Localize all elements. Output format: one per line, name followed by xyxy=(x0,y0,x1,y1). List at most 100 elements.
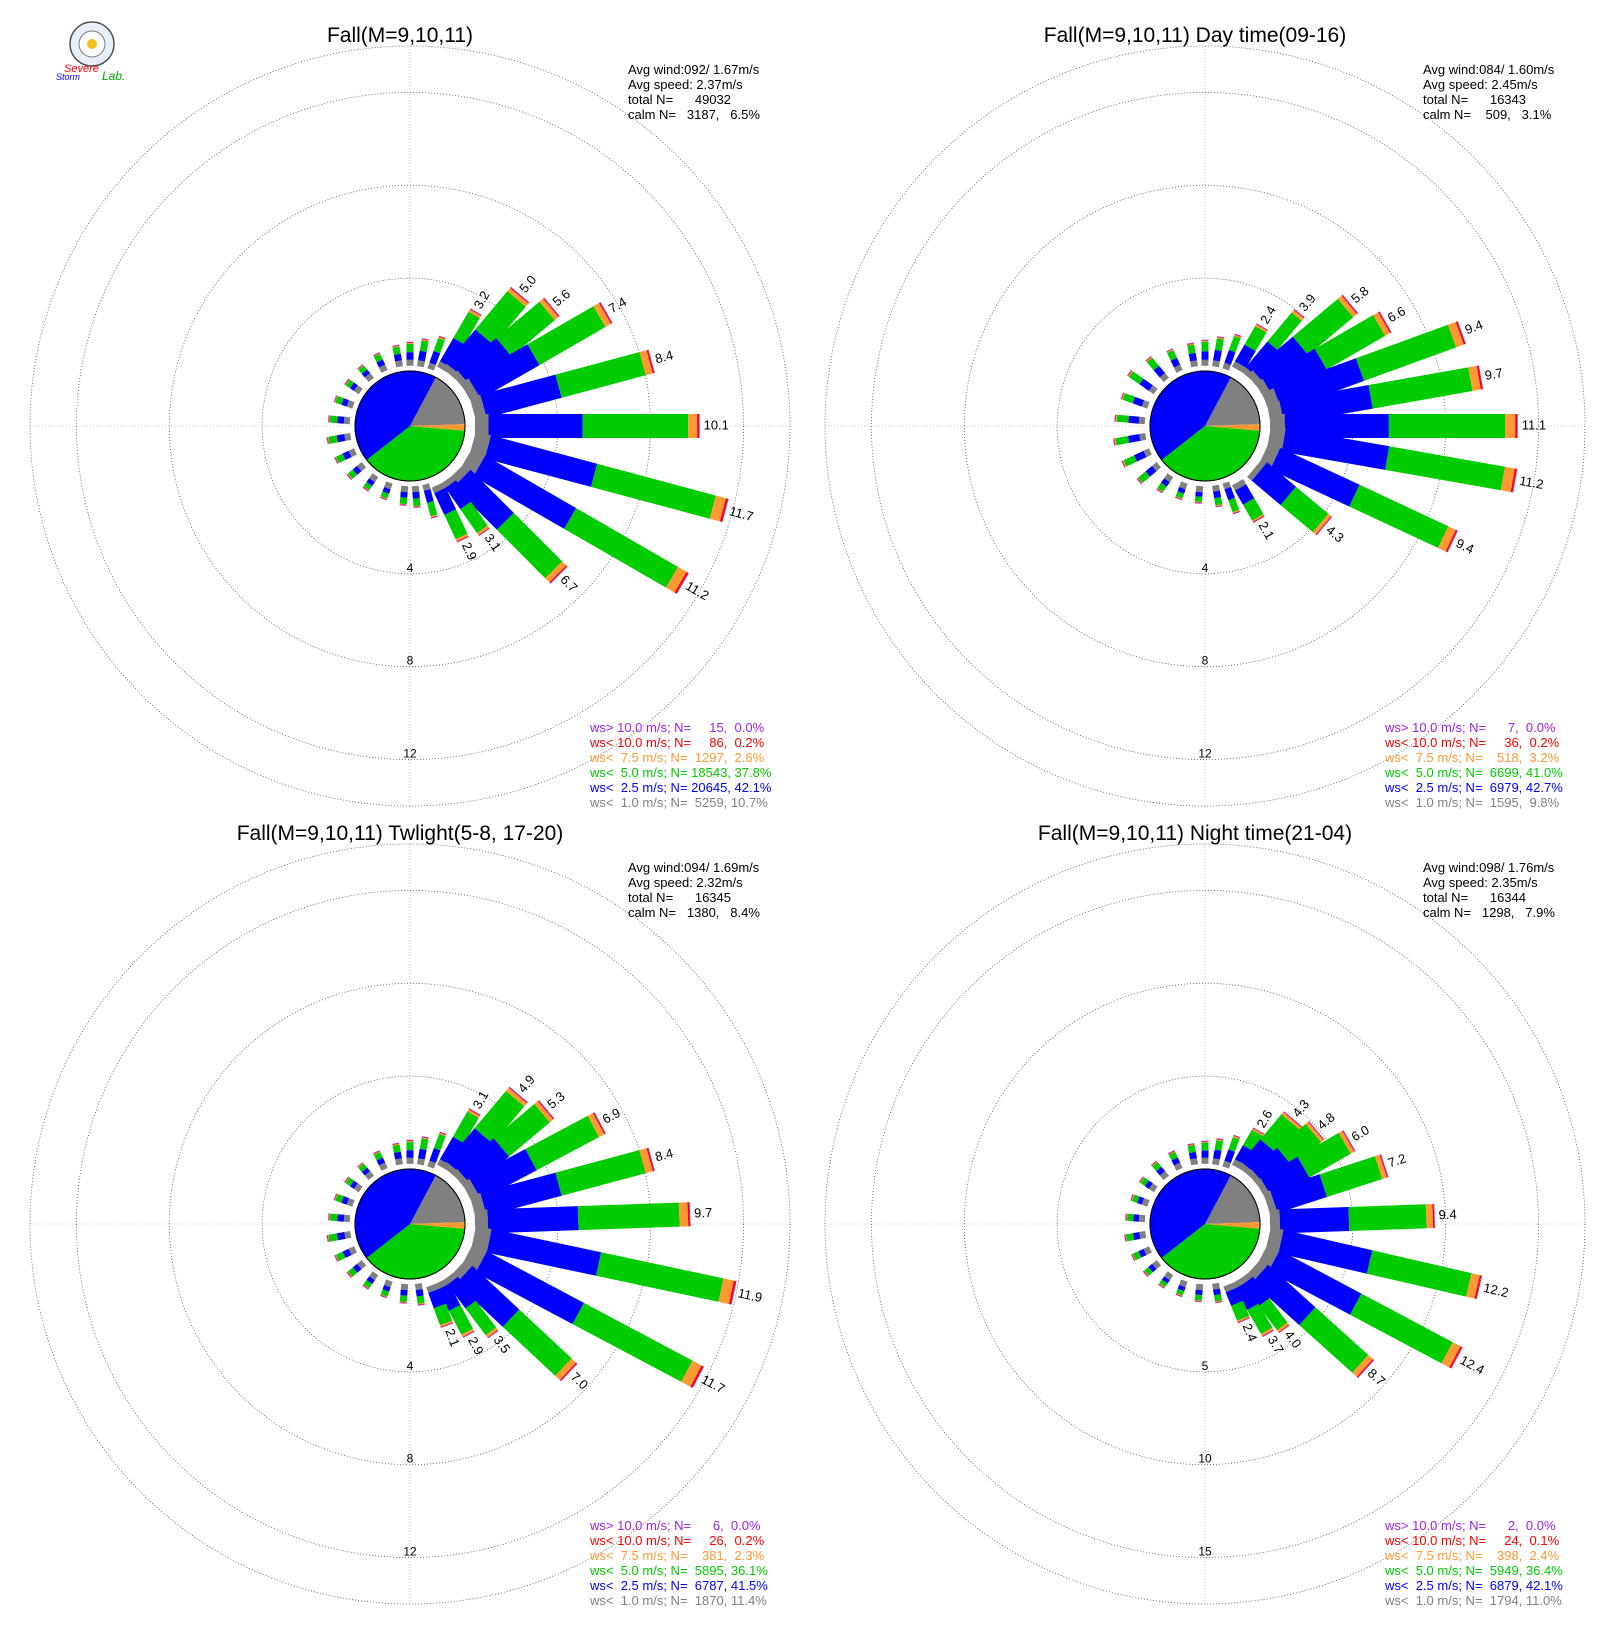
bar-lt1 xyxy=(1141,1198,1150,1207)
bar-lt1 xyxy=(378,364,388,373)
bar-lt1 xyxy=(1179,1279,1188,1288)
bar-lt1 xyxy=(357,1260,367,1270)
calm-outline xyxy=(1149,1168,1261,1280)
bar-lt7_5 xyxy=(345,1177,350,1184)
bar-lt7_5 xyxy=(1215,1300,1223,1303)
bar-gt10 xyxy=(334,457,338,464)
legend-entry-lt1: ws< 1.0 m/s; N= 1794, 11.0% xyxy=(1384,1593,1562,1608)
bar-lt10 xyxy=(327,437,329,444)
bar-lt10 xyxy=(1175,496,1183,500)
bar-lt7_5 xyxy=(1255,324,1268,333)
bar-lt2_5 xyxy=(406,1150,414,1158)
bar-gt10 xyxy=(344,1176,349,1183)
bar-lt10 xyxy=(1215,505,1223,507)
bar-lt5 xyxy=(1115,436,1130,446)
ring-3 xyxy=(76,92,744,760)
bar-lt7_5 xyxy=(485,1327,498,1338)
bar-lt10 xyxy=(334,1255,339,1262)
bar-gt10 xyxy=(334,1255,338,1262)
bar-gt10 xyxy=(1215,505,1223,508)
bar-lt10 xyxy=(456,535,469,542)
sector-70: 9.4 xyxy=(1262,317,1485,415)
bar-lt5 xyxy=(328,435,338,444)
bar-lt10 xyxy=(440,1322,453,1328)
bar-lt10 xyxy=(347,473,352,480)
bar-lt10 xyxy=(1278,1324,1290,1333)
bar-lt5 xyxy=(1366,1250,1472,1297)
sector-350 xyxy=(1186,342,1198,368)
bar-lt2_5 xyxy=(1284,414,1389,438)
chart-title: Fall(M=9,10,11) Night time(21-04) xyxy=(1038,822,1352,845)
bar-gt10 xyxy=(1130,1193,1134,1201)
stats-line: calm N= 1298, 7.9% xyxy=(1423,905,1555,920)
stats-line: calm N= 509, 3.1% xyxy=(1423,107,1552,122)
sector-170 xyxy=(1212,484,1223,508)
bar-lt10 xyxy=(347,1271,352,1278)
bar-gt10 xyxy=(417,1304,425,1306)
bar-lt7_5 xyxy=(334,1193,338,1201)
bar-lt2_5 xyxy=(445,480,471,510)
bar-lt7_5 xyxy=(406,1141,414,1142)
bar-lt1 xyxy=(1190,360,1198,368)
bar-lt10 xyxy=(357,364,364,370)
sector-320 xyxy=(1151,1160,1169,1181)
ring-3 xyxy=(871,92,1539,760)
legend-entry-lt10: ws< 10.0 m/s; N= 24, 0.1% xyxy=(1384,1533,1560,1548)
bar-lt1 xyxy=(1222,1160,1231,1169)
sector-50: 5.6 xyxy=(452,286,573,394)
sector-320 xyxy=(1145,356,1169,383)
sector-20 xyxy=(1222,333,1242,371)
bar-lt2_5 xyxy=(1278,1229,1373,1274)
stats-line: Avg wind:092/ 1.67m/s xyxy=(628,62,760,77)
sector-335 xyxy=(1168,1150,1183,1171)
bar-gt10 xyxy=(1142,1271,1148,1277)
bar-lt2_5 xyxy=(1201,1150,1209,1158)
bar-lt10 xyxy=(373,1150,380,1155)
bar-lt5 xyxy=(596,1252,724,1302)
bar-gt10 xyxy=(392,344,400,347)
bar-lt1 xyxy=(1138,416,1146,425)
bar-lt7_5 xyxy=(461,1328,475,1337)
bar-lt1 xyxy=(406,1157,414,1164)
bar-lt5 xyxy=(392,1144,401,1153)
bar-lt2_5 xyxy=(1273,358,1365,411)
bar-lt5 xyxy=(1132,1251,1142,1261)
sector-label: 5.8 xyxy=(1348,283,1371,306)
bar-lt10 xyxy=(439,1132,447,1136)
sector-label: 9.4 xyxy=(1463,317,1485,337)
bar-lt5 xyxy=(1176,1288,1185,1296)
sector-0 xyxy=(406,1139,414,1164)
bar-lt2_5 xyxy=(1241,1139,1279,1178)
bar-gt10 xyxy=(1256,323,1268,331)
bar-gt10 xyxy=(478,528,490,537)
legend-entry-lt10: ws< 10.0 m/s; N= 36, 0.2% xyxy=(1384,735,1560,750)
bar-lt5 xyxy=(1244,326,1267,352)
calm-wedge-lt1 xyxy=(410,1175,465,1224)
bar-lt2_5 xyxy=(428,1288,446,1309)
bar-lt7_5 xyxy=(545,561,567,583)
bar-lt5 xyxy=(1128,371,1144,385)
bar-gt10 xyxy=(333,395,337,403)
bar-gt10 xyxy=(1168,1150,1175,1154)
bar-gt10 xyxy=(380,497,387,501)
bar-lt7_5 xyxy=(1312,513,1332,535)
bar-lt2_5 xyxy=(439,1136,465,1166)
bar-gt10 xyxy=(648,1147,655,1171)
bar-lt5 xyxy=(345,379,354,389)
bar-lt2_5 xyxy=(1132,1232,1141,1241)
bar-gt10 xyxy=(1343,1130,1356,1152)
bar-lt5 xyxy=(1247,1303,1273,1334)
bar-lt10 xyxy=(487,1329,499,1338)
bar-lt5 xyxy=(1157,482,1167,492)
bar-lt5 xyxy=(493,1104,550,1157)
bar-lt10 xyxy=(1217,336,1225,339)
bar-gt10 xyxy=(1379,311,1392,333)
bar-gt10 xyxy=(326,1235,329,1243)
bar-lt7_5 xyxy=(639,1148,653,1174)
bar-lt1 xyxy=(1159,1171,1169,1181)
bar-lt5 xyxy=(373,353,383,363)
sector-label: 3.2 xyxy=(471,288,493,311)
bar-lt5 xyxy=(527,306,606,366)
bar-lt5 xyxy=(577,1202,680,1231)
